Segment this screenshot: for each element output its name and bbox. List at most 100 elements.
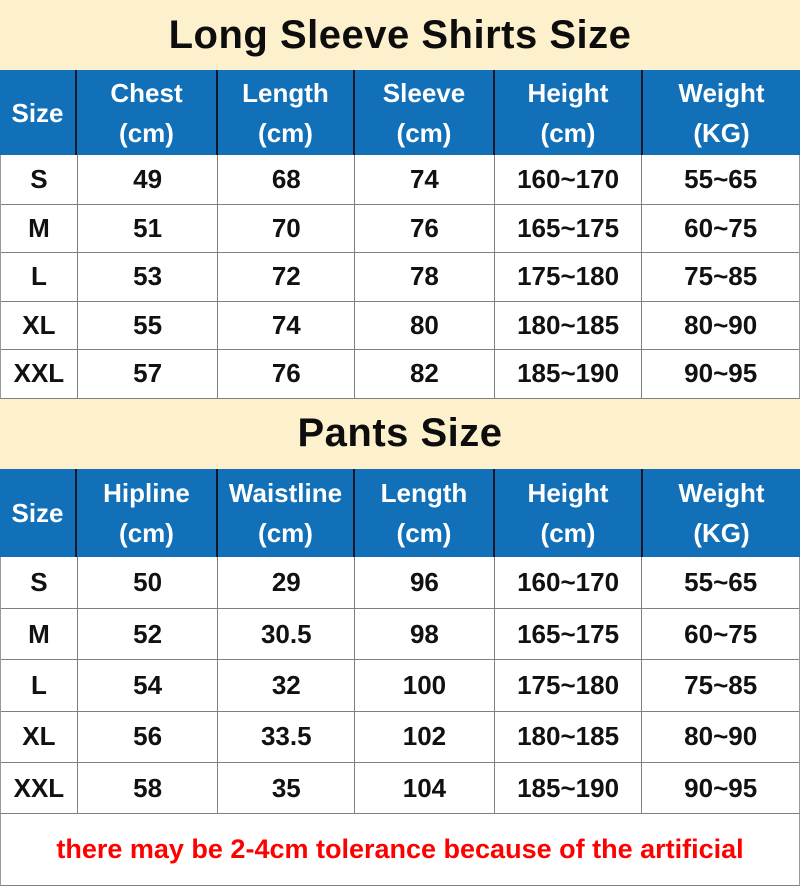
size-cell: M: [1, 608, 78, 660]
value-cell: 185~190: [495, 350, 643, 398]
header-unit: (cm): [396, 517, 452, 548]
pants-table-header-row: Size Hipline (cm) Waistline (cm) Length (cm) He…: [0, 468, 800, 557]
header-label: Height: [527, 77, 609, 108]
value-cell: 51: [78, 204, 219, 252]
size-cell: XL: [1, 301, 78, 349]
header-label: Weight: [678, 77, 765, 108]
value-cell: 57: [78, 350, 219, 398]
value-cell: 165~175: [495, 608, 643, 660]
shirts-table-body: S 49 68 74 160~170 55~65 M 51 70 76 165~175 60~75 L 5…: [0, 155, 800, 399]
size-cell: XXL: [1, 350, 78, 398]
tolerance-note-text: there may be 2-4cm tolerance because of …: [56, 834, 744, 865]
size-cell: S: [1, 556, 78, 608]
header-unit: (cm): [396, 117, 452, 148]
header-label: Size: [11, 497, 64, 528]
table-row: M 52 30.5 98 165~175 60~75: [1, 607, 799, 660]
size-cell: XXL: [1, 763, 78, 814]
table-row: L 53 72 78 175~180 75~85: [1, 252, 799, 301]
value-cell: 98: [355, 608, 495, 660]
shirts-title-band: Long Sleeve Shirts Size: [0, 0, 800, 70]
table-row: XXL 58 35 104 185~190 90~95: [1, 762, 799, 814]
header-cell-height: Height (cm): [495, 70, 643, 155]
value-cell: 185~190: [495, 763, 643, 814]
header-cell-waistline: Waistline (cm): [218, 468, 355, 557]
value-cell: 70: [218, 204, 356, 252]
table-row: XXL 57 76 82 185~190 90~95: [1, 349, 799, 398]
header-cell-chest: Chest (cm): [77, 70, 218, 155]
value-cell: 30.5: [218, 608, 356, 660]
header-unit: (KG): [693, 117, 750, 148]
tolerance-note: there may be 2-4cm tolerance because of …: [0, 814, 800, 887]
value-cell: 58: [78, 763, 219, 814]
pants-size-table: Size Hipline (cm) Waistline (cm) Length (cm) He…: [0, 468, 800, 815]
value-cell: 165~175: [495, 204, 643, 252]
table-row: S 49 68 74 160~170 55~65: [1, 155, 799, 204]
value-cell: 175~180: [495, 253, 643, 301]
header-cell-sleeve: Sleeve (cm): [355, 70, 495, 155]
value-cell: 60~75: [684, 618, 758, 649]
header-cell-length: Length (cm): [218, 70, 355, 155]
value-cell: 80~90: [684, 309, 758, 340]
value-cell: 49: [78, 155, 219, 204]
header-unit: (cm): [540, 117, 596, 148]
shirts-table-title: Long Sleeve Shirts Size: [168, 12, 632, 57]
size-cell: S: [1, 155, 78, 204]
value-cell: 100: [355, 660, 495, 711]
size-cell: L: [1, 253, 78, 301]
value-cell: 53: [78, 253, 219, 301]
value-cell: 60~75: [684, 212, 758, 243]
value-cell: 80~90: [684, 721, 758, 752]
header-cell-weight: Weight (KG): [643, 70, 800, 155]
value-cell: 75~85: [684, 669, 758, 700]
header-label: Waistline: [228, 477, 343, 508]
value-cell: 82: [355, 350, 495, 398]
header-label: Size: [11, 97, 64, 128]
value-cell: 90~95: [684, 358, 758, 389]
header-label: Chest: [110, 77, 183, 108]
value-cell: 55~65: [684, 566, 758, 597]
value-cell: 52: [78, 608, 219, 660]
value-cell: 104: [355, 763, 495, 814]
header-label: Length: [380, 477, 468, 508]
value-cell: 72: [218, 253, 356, 301]
value-cell: 35: [218, 763, 356, 814]
value-cell: 102: [355, 711, 495, 763]
header-unit: (cm): [258, 517, 313, 548]
value-cell: 96: [355, 556, 495, 608]
value-cell: 90~95: [684, 772, 758, 803]
size-cell: L: [1, 660, 78, 711]
value-cell: 32: [218, 660, 356, 711]
header-cell-height: Height (cm): [495, 468, 643, 557]
value-cell: 55: [78, 301, 219, 349]
value-cell: 160~170: [495, 556, 643, 608]
value-cell: 180~185: [495, 301, 643, 349]
value-cell: 55~65: [684, 163, 758, 194]
pants-title-band: Pants Size: [0, 398, 800, 469]
value-cell: 160~170: [495, 155, 643, 204]
table-row: M 51 70 76 165~175 60~75: [1, 203, 799, 252]
header-label: Length: [242, 77, 329, 108]
pants-table-title: Pants Size: [297, 411, 503, 455]
value-cell: 76: [218, 350, 356, 398]
header-cell-size: Size: [0, 70, 77, 155]
value-cell: 80: [355, 301, 495, 349]
pants-table-body: S 50 29 96 160~170 55~65 M 52 30.5 98 165~175 60~75…: [0, 556, 800, 815]
header-unit: (cm): [540, 517, 596, 548]
value-cell: 33.5: [218, 711, 356, 763]
value-cell: 68: [218, 155, 356, 204]
header-unit: (cm): [119, 117, 174, 148]
header-cell-weight: Weight (KG): [643, 469, 800, 557]
header-unit: (cm): [119, 517, 174, 548]
header-label: Weight: [678, 477, 765, 508]
size-cell: M: [1, 204, 78, 252]
value-cell: 74: [218, 301, 356, 349]
header-label: Sleeve: [382, 77, 466, 108]
header-cell-length: Length (cm): [355, 468, 495, 557]
shirts-table-header-row: Size Chest (cm) Length (cm) Sleeve (cm) Height (…: [0, 70, 800, 155]
size-cell: XL: [1, 711, 78, 763]
value-cell: 29: [218, 556, 356, 608]
value-cell: 54: [78, 660, 219, 711]
value-cell: 180~185: [495, 711, 643, 763]
value-cell: 74: [355, 155, 495, 204]
